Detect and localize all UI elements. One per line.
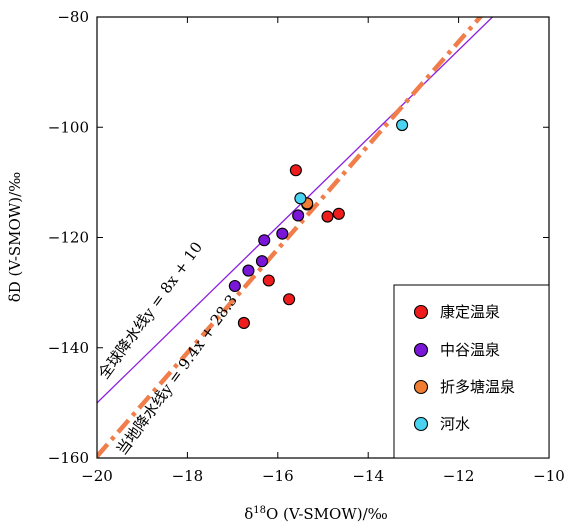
legend-marker: [413, 416, 429, 432]
x-tick-label: −12: [443, 467, 475, 485]
data-points: [228, 118, 409, 329]
global-meteoric-water-line: [97, 17, 494, 404]
legend-label: 河水: [440, 415, 470, 433]
local-meteoric-water-line: [97, 17, 484, 458]
x-tick-label: −14: [352, 467, 384, 485]
legend-label: 康定温泉: [440, 303, 500, 321]
legend-marker: [413, 304, 429, 320]
reference-lines: [97, 17, 494, 458]
x-tick-label: −16: [262, 467, 294, 485]
y-axis-ticks: −80 −100 −120 −140 −160: [48, 8, 549, 467]
x-tick-label: −18: [172, 467, 204, 485]
legend-label: 中谷温泉: [440, 341, 500, 359]
legend-marker: [413, 342, 429, 358]
y-tick-label: −140: [48, 339, 89, 357]
local-line-label: 当地降水线y = 9.4x + 28.3: [113, 291, 241, 458]
data-point: [294, 192, 307, 205]
y-tick-label: −80: [57, 8, 89, 26]
data-point: [289, 164, 302, 177]
data-point: [321, 210, 334, 223]
legend-marker: [413, 379, 429, 395]
data-point: [292, 209, 305, 222]
data-point: [237, 316, 250, 329]
y-tick-label: −120: [48, 229, 89, 247]
y-axis-label: δD (V-SMOW)/‰: [6, 172, 24, 303]
data-point: [258, 234, 271, 247]
data-point: [332, 207, 345, 220]
x-tick-label: −20: [81, 467, 113, 485]
y-tick-label: −100: [48, 118, 89, 136]
x-axis-label: δ18O (V-SMOW)/‰: [244, 505, 388, 523]
y-tick-label: −160: [48, 449, 89, 467]
data-point: [262, 274, 275, 287]
x-tick-label: −10: [533, 467, 565, 485]
data-point: [276, 227, 289, 240]
x-axis-ticks: −20 −18 −16 −14 −12 −10: [81, 17, 565, 485]
data-point: [228, 279, 241, 293]
legend-label: 折多塘温泉: [440, 378, 515, 396]
data-point: [396, 118, 409, 132]
data-point: [242, 264, 255, 277]
data-point: [255, 255, 269, 268]
data-point: [283, 293, 296, 306]
